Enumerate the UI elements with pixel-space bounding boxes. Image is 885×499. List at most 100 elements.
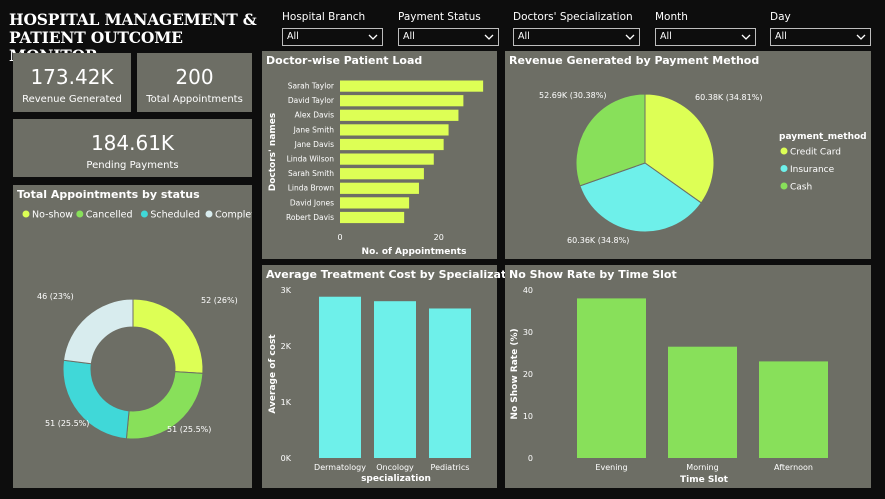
data-label: 51 (25.5%) <box>45 419 89 428</box>
kpi-value: 173.42K <box>30 65 114 89</box>
pie-slice <box>644 93 715 204</box>
legend-marker <box>140 210 148 218</box>
dropdown-value: All <box>775 31 787 42</box>
data-label: 46 (23%) <box>37 292 74 301</box>
bar <box>340 197 410 209</box>
kpi-label: Pending Payments <box>86 160 179 171</box>
chevron-down-icon <box>625 34 635 40</box>
category-label: Linda Brown <box>288 184 335 193</box>
legend-label: Cash <box>790 183 812 193</box>
category-label: Robert Davis <box>286 213 334 222</box>
tick-label: 0 <box>337 233 342 242</box>
category-label: David Taylor <box>288 96 335 105</box>
data-label: 52 (26%) <box>201 296 238 305</box>
y-axis-label: Doctors' names <box>268 113 278 191</box>
data-label: 60.38K (34.81%) <box>695 93 762 102</box>
legend-marker <box>780 147 788 155</box>
bar <box>340 211 405 224</box>
category-label: Sarah Smith <box>288 169 334 178</box>
tick-label: 0K <box>281 454 292 463</box>
bar <box>759 361 828 458</box>
chart-card-doctors: Doctor-wise Patient Load Sarah Taylor Dav… <box>262 51 497 259</box>
donut-slice <box>62 298 134 365</box>
chart-card-status: Total Appointments by status No-show Canc… <box>13 185 252 488</box>
bar <box>319 296 361 458</box>
legend-marker <box>76 210 84 218</box>
chart-card-noshow: No Show Rate by Time Slot 0 10 20 30 40 Eveni… <box>505 265 871 488</box>
tick-label: 3K <box>281 286 292 295</box>
category-label: Jane Smith <box>293 125 335 134</box>
treatment-bar-chart: 0K 1K 2K 3K Dermatology Oncology Pediatricsspe… <box>268 286 471 484</box>
doctors-bar-chart: Sarah Taylor David Taylor Alex Davis Jane S… <box>268 80 484 257</box>
tick-label: 10 <box>523 412 533 421</box>
chart-title: Total Appointments by status <box>17 188 200 201</box>
chart-title: Average Treatment Cost by Specialization <box>266 268 526 281</box>
bar <box>340 124 449 136</box>
category-label: Alex Davis <box>295 111 334 120</box>
filter-label: Hospital Branch <box>282 11 366 23</box>
dropdown-value: All <box>518 31 530 42</box>
day-dropdown[interactable]: All <box>770 28 871 46</box>
tick-label: 40 <box>523 286 533 295</box>
chevron-down-icon <box>856 34 866 40</box>
doctors-specialization-dropdown[interactable]: All <box>513 28 640 46</box>
category-label: Linda Wilson <box>287 155 335 164</box>
filter-label: Payment Status <box>398 11 481 23</box>
filter-payment-status: Payment Status All <box>398 11 499 46</box>
filter-label: Month <box>655 11 688 23</box>
x-axis-label: specialization <box>361 474 431 484</box>
filter-doctors-specialization: Doctors' Specialization All <box>513 11 640 46</box>
category-label: Pediatrics <box>431 463 470 472</box>
x-axis-label: No. of Appointments <box>362 247 467 257</box>
bar <box>340 138 444 151</box>
tick-label: 30 <box>523 328 533 337</box>
x-axis-label: Time Slot <box>680 475 729 485</box>
data-label: 52.69K (30.38%) <box>539 91 606 100</box>
chevron-down-icon <box>484 34 494 40</box>
month-dropdown[interactable]: All <box>655 28 756 46</box>
bar <box>340 153 434 165</box>
kpi-label: Revenue Generated <box>22 94 122 105</box>
category-label: Evening <box>595 463 627 472</box>
pie-slice <box>579 162 702 233</box>
category-label: Oncology <box>376 463 414 472</box>
y-axis-label: No Show Rate (%) <box>510 328 520 419</box>
chevron-down-icon <box>368 34 378 40</box>
bar <box>668 346 737 458</box>
tick-label: 20 <box>523 370 533 379</box>
legend-label: Completed <box>215 210 252 221</box>
dropdown-value: All <box>287 31 299 42</box>
legend-marker <box>780 165 788 172</box>
legend-marker <box>22 210 30 218</box>
dashboard-title-line1: HOSPITAL MANAGEMENT & <box>9 10 257 29</box>
chart-title: No Show Rate by Time Slot <box>509 268 677 281</box>
kpi-card-revenue: 173.42K Revenue Generated <box>13 53 131 112</box>
chart-title: Revenue Generated by Payment Method <box>509 54 760 67</box>
noshow-bar-chart: 0 10 20 30 40 Evening Morning Afternoon Time Slo… <box>510 286 828 485</box>
category-label: David Jones <box>290 198 334 207</box>
category-label: Sarah Taylor <box>288 82 335 91</box>
donut-slice <box>132 298 204 374</box>
bar <box>340 168 424 180</box>
filter-hospital-branch: Hospital Branch All <box>282 11 383 46</box>
kpi-card-appointments: 200 Total Appointments <box>137 53 252 112</box>
payment-status-dropdown[interactable]: All <box>398 28 499 46</box>
chevron-down-icon <box>741 34 751 40</box>
category-label: Jane Davis <box>294 140 334 149</box>
chart-card-payment: Revenue Generated by Payment Method 60.3… <box>505 51 871 259</box>
dropdown-value: All <box>660 31 672 42</box>
bar <box>577 298 646 458</box>
kpi-card-pending: 184.61K Pending Payments <box>13 119 252 177</box>
tick-label: 20 <box>434 233 444 242</box>
pie-slice <box>575 93 646 187</box>
category-label: Afternoon <box>774 463 813 472</box>
filter-label: Doctors' Specialization <box>513 11 633 23</box>
tick-label: 0 <box>528 454 533 463</box>
category-label: Dermatology <box>314 463 366 472</box>
kpi-value: 184.61K <box>90 131 175 155</box>
bar <box>340 95 464 107</box>
chart-card-treatment: Average Treatment Cost by Specialization… <box>262 265 525 488</box>
hospital-branch-dropdown[interactable]: All <box>282 28 383 46</box>
bar <box>340 80 484 92</box>
legend-label: Credit Card <box>790 148 841 158</box>
